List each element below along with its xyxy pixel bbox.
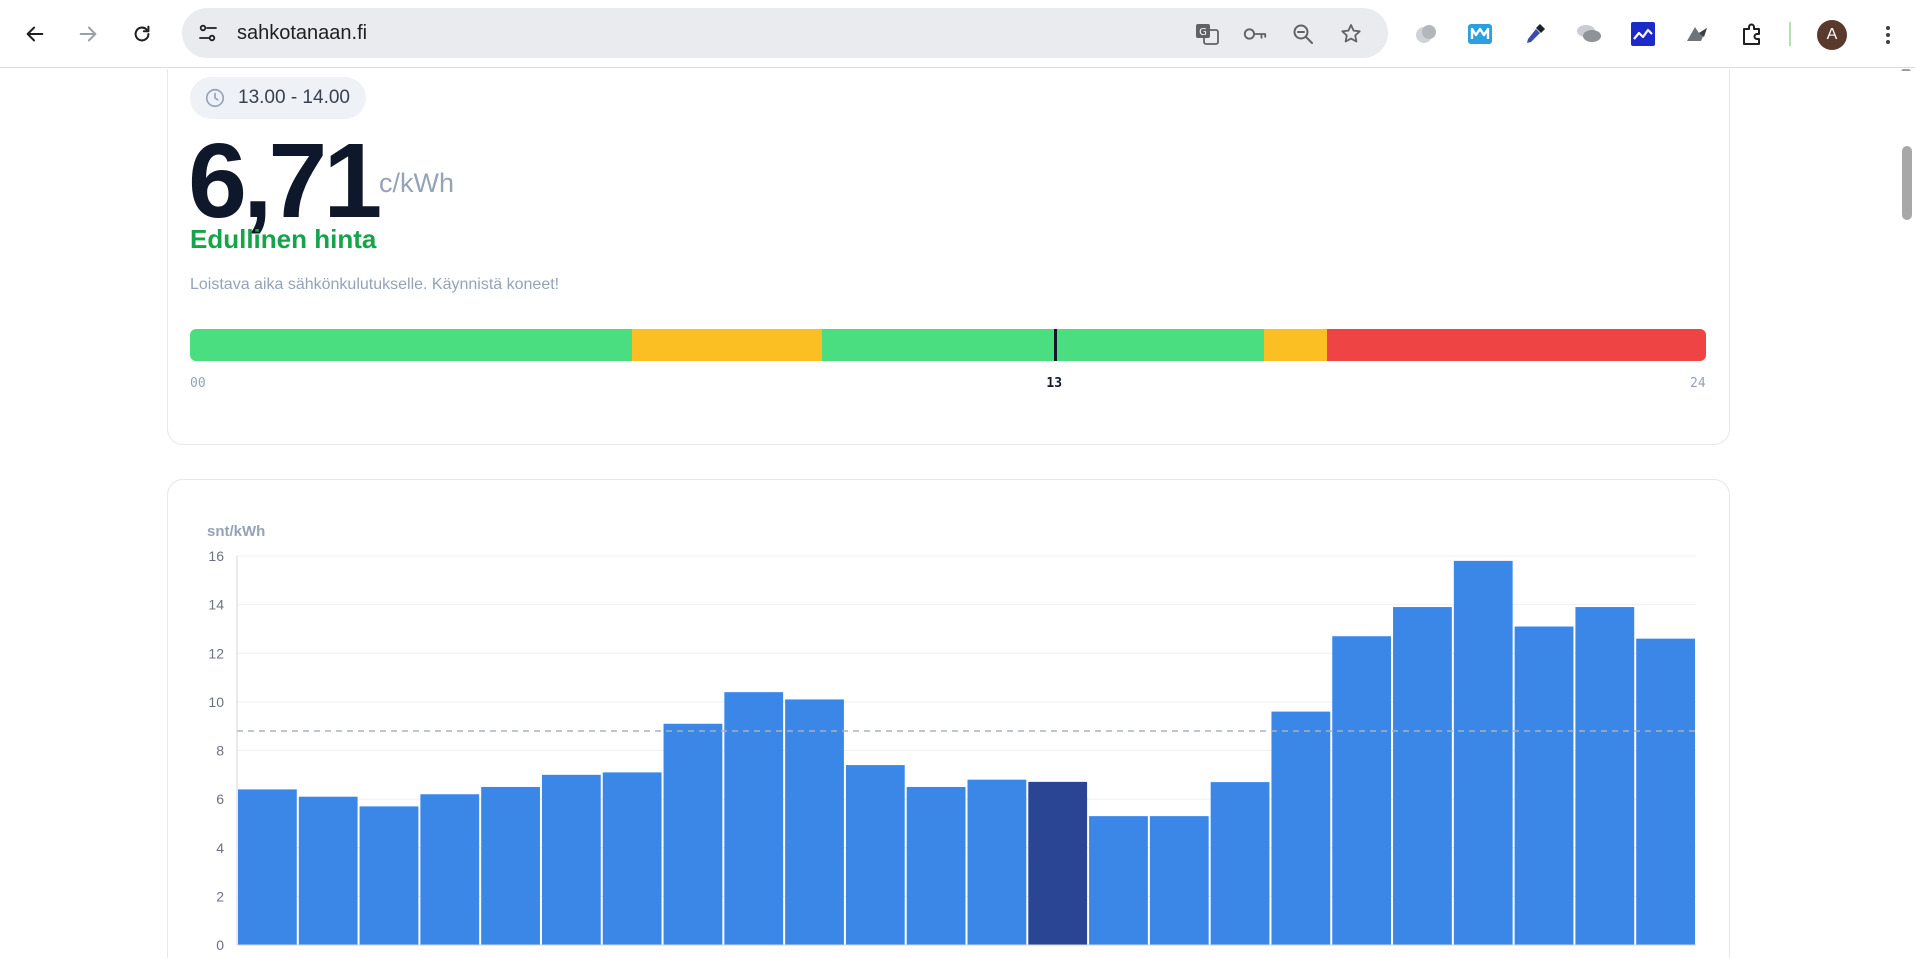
zoom-button[interactable] xyxy=(1290,21,1316,47)
hourly-price-chart: 0 2 4 6 8 10 12 14 16 xyxy=(208,548,1696,953)
current-price-unit: c/kWh xyxy=(379,168,455,198)
page-viewport: 13.00 - 14.00 6,71 c/kWh Edullinen hinta… xyxy=(0,69,1915,958)
price-bar xyxy=(785,699,844,945)
price-bar xyxy=(481,786,540,945)
day-bar-segment-medium xyxy=(1263,329,1327,361)
price-bar xyxy=(724,692,784,945)
browser-menu-button[interactable] xyxy=(1873,20,1903,50)
puzzle-icon xyxy=(1743,23,1760,45)
day-price-bar xyxy=(190,329,1706,361)
day-bar-segment-expensive xyxy=(1326,329,1706,361)
price-bar xyxy=(1271,711,1331,945)
extension-2[interactable] xyxy=(1464,18,1496,50)
kebab-menu-icon xyxy=(1886,26,1890,30)
url-text[interactable]: sahkotanaan.fi xyxy=(237,22,368,44)
time-range-badge: 13.00 - 14.00 xyxy=(190,77,366,119)
browser-toolbar: sahkotanaan.fi G A xyxy=(0,0,1915,68)
bird-extension-icon xyxy=(1687,27,1707,41)
price-bar-current xyxy=(1028,781,1088,945)
price-bar xyxy=(1089,816,1148,945)
extension-5[interactable] xyxy=(1627,18,1659,50)
price-bar xyxy=(845,765,905,945)
y-tick-label: 12 xyxy=(208,645,224,661)
price-bar xyxy=(541,774,601,945)
price-bar xyxy=(1636,638,1695,945)
current-price-card: 13.00 - 14.00 6,71 c/kWh Edullinen hinta… xyxy=(167,69,1730,445)
m-logo-extension-icon xyxy=(1468,24,1492,44)
price-bar xyxy=(1575,607,1635,945)
chat-bubbles-extension-icon xyxy=(1577,25,1601,42)
chart-y-unit: snt/kWh xyxy=(207,523,266,540)
key-icon xyxy=(1243,28,1267,40)
reload-icon xyxy=(134,25,150,42)
price-bar xyxy=(906,786,966,945)
back-button[interactable] xyxy=(15,14,55,54)
scrollbar-thumb[interactable] xyxy=(1902,146,1912,220)
day-end-label: 24 xyxy=(1690,376,1706,391)
price-bar xyxy=(1514,626,1574,945)
price-bar xyxy=(1393,607,1452,945)
price-chart-card: snt/kWh 0 2 4 6 8 10 12 14 16 xyxy=(167,479,1730,958)
price-bar xyxy=(602,772,662,945)
price-bar xyxy=(1453,560,1513,945)
extension-6[interactable] xyxy=(1681,18,1713,50)
translate-button[interactable]: G xyxy=(1194,21,1220,47)
price-bar xyxy=(298,796,358,945)
forward-button[interactable] xyxy=(68,14,108,54)
extensions-button[interactable] xyxy=(1736,18,1768,50)
day-current-label: 13 xyxy=(1046,376,1063,391)
profile-avatar[interactable]: A xyxy=(1817,20,1847,50)
eyedropper-extension-icon xyxy=(1527,24,1545,43)
price-bar xyxy=(1149,816,1209,945)
arrow-left-icon xyxy=(26,26,44,42)
password-button[interactable] xyxy=(1242,21,1268,47)
extension-3[interactable] xyxy=(1519,18,1551,50)
y-tick-label: 2 xyxy=(216,888,224,904)
price-bar xyxy=(238,789,297,945)
zoom-out-icon xyxy=(1293,24,1313,44)
clock-icon xyxy=(205,88,225,108)
y-tick-label: 10 xyxy=(208,694,224,710)
current-price-value: 6,71 xyxy=(188,122,382,240)
day-start-label: 00 xyxy=(190,376,206,391)
day-bar-segment-cheap xyxy=(190,329,633,361)
y-tick-label: 8 xyxy=(216,743,224,759)
price-bar xyxy=(1332,636,1392,945)
svg-text:G: G xyxy=(1199,27,1207,38)
reload-button[interactable] xyxy=(122,14,162,54)
price-bar xyxy=(1210,782,1270,945)
scroll-up-arrow[interactable] xyxy=(1899,69,1913,73)
price-bar xyxy=(420,794,480,945)
y-tick-label: 6 xyxy=(216,791,224,807)
time-range-text: 13.00 - 14.00 xyxy=(238,87,350,108)
y-tick-label: 0 xyxy=(216,937,224,953)
price-description: Loistava aika sähkönkulutukselle. Käynni… xyxy=(190,276,560,293)
day-bar-segment-medium xyxy=(632,329,822,361)
chart-extension-icon xyxy=(1631,22,1655,46)
y-tick-label: 16 xyxy=(208,548,224,564)
price-bar xyxy=(359,806,419,945)
y-tick-label: 14 xyxy=(208,597,224,613)
grey-blob-extension-icon xyxy=(1416,25,1436,43)
arrow-right-icon xyxy=(79,26,97,42)
translate-icon: G xyxy=(1196,24,1219,45)
extension-1[interactable] xyxy=(1410,18,1442,50)
bookmark-button[interactable] xyxy=(1338,21,1364,47)
star-icon xyxy=(1341,24,1361,43)
extension-4[interactable] xyxy=(1573,18,1605,50)
price-bar xyxy=(663,723,723,945)
price-level-label: Edullinen hinta xyxy=(190,224,377,254)
price-bar xyxy=(967,779,1027,945)
site-info-button[interactable] xyxy=(196,21,220,45)
tune-icon xyxy=(199,24,217,42)
toolbar-divider xyxy=(1789,22,1791,46)
address-bar[interactable]: sahkotanaan.fi G xyxy=(182,8,1388,58)
current-hour-marker xyxy=(1054,329,1058,361)
y-tick-label: 4 xyxy=(216,840,224,856)
day-bar-segment-cheap xyxy=(821,329,1264,361)
